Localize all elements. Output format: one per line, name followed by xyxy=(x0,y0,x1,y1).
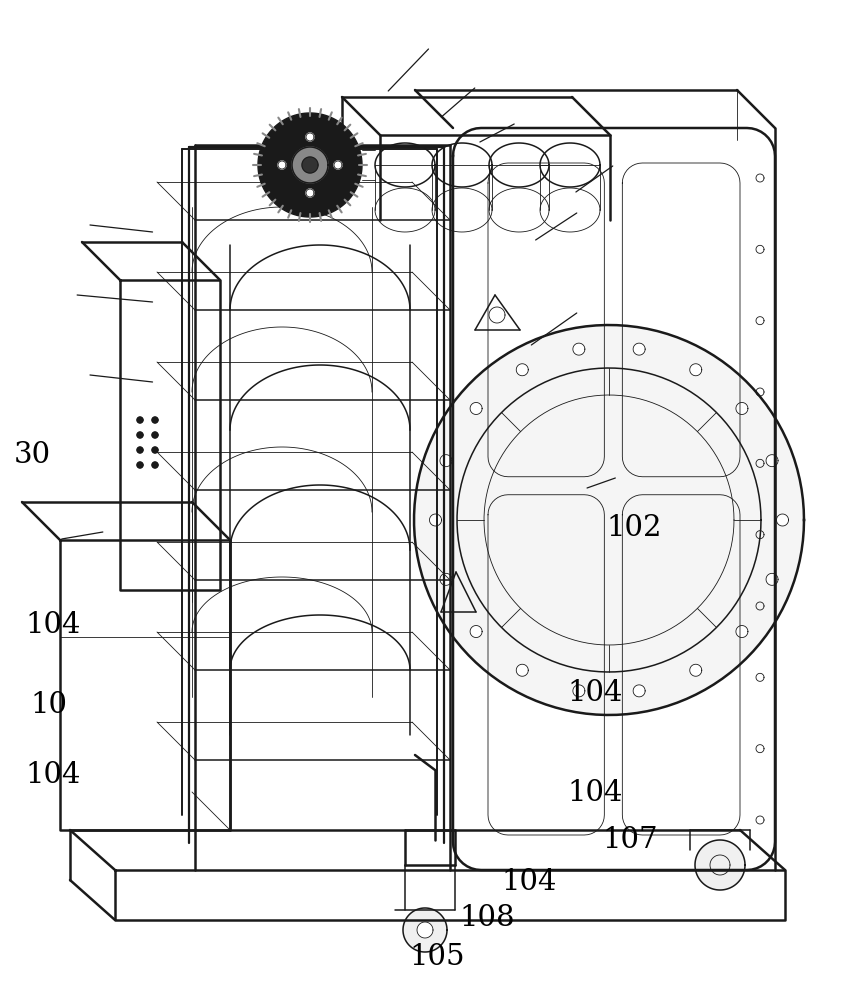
Polygon shape xyxy=(766,573,778,585)
Polygon shape xyxy=(440,573,452,585)
Polygon shape xyxy=(736,402,748,414)
Polygon shape xyxy=(440,455,452,467)
Text: 107: 107 xyxy=(602,826,657,854)
Polygon shape xyxy=(306,133,314,141)
Polygon shape xyxy=(470,402,482,414)
Text: 104: 104 xyxy=(568,679,623,707)
Polygon shape xyxy=(137,417,143,423)
Polygon shape xyxy=(690,364,702,376)
Polygon shape xyxy=(292,147,328,183)
Text: 30: 30 xyxy=(14,441,51,469)
Text: 108: 108 xyxy=(459,904,514,932)
Text: 104: 104 xyxy=(26,611,81,639)
Polygon shape xyxy=(766,455,778,467)
Polygon shape xyxy=(152,417,158,423)
Text: 104: 104 xyxy=(26,761,81,789)
Polygon shape xyxy=(137,462,143,468)
Text: 104: 104 xyxy=(501,868,556,896)
Polygon shape xyxy=(414,325,804,715)
Polygon shape xyxy=(302,157,318,173)
Polygon shape xyxy=(470,626,482,638)
Polygon shape xyxy=(306,189,314,197)
Polygon shape xyxy=(572,685,584,697)
Polygon shape xyxy=(736,626,748,638)
Polygon shape xyxy=(516,664,528,676)
Polygon shape xyxy=(417,922,433,938)
Text: 102: 102 xyxy=(607,514,662,542)
Polygon shape xyxy=(137,447,143,453)
Polygon shape xyxy=(633,685,645,697)
Polygon shape xyxy=(152,432,158,438)
Polygon shape xyxy=(516,364,528,376)
Polygon shape xyxy=(776,514,788,526)
Polygon shape xyxy=(695,840,745,890)
Polygon shape xyxy=(152,447,158,453)
Polygon shape xyxy=(278,161,286,169)
Polygon shape xyxy=(572,343,584,355)
Text: 104: 104 xyxy=(568,779,623,807)
Polygon shape xyxy=(403,908,447,952)
Polygon shape xyxy=(633,343,645,355)
Polygon shape xyxy=(429,514,441,526)
Polygon shape xyxy=(137,432,143,438)
Text: 105: 105 xyxy=(410,943,464,971)
Polygon shape xyxy=(334,161,342,169)
Polygon shape xyxy=(152,462,158,468)
Polygon shape xyxy=(690,664,702,676)
Text: 10: 10 xyxy=(30,691,68,719)
Polygon shape xyxy=(258,113,362,217)
